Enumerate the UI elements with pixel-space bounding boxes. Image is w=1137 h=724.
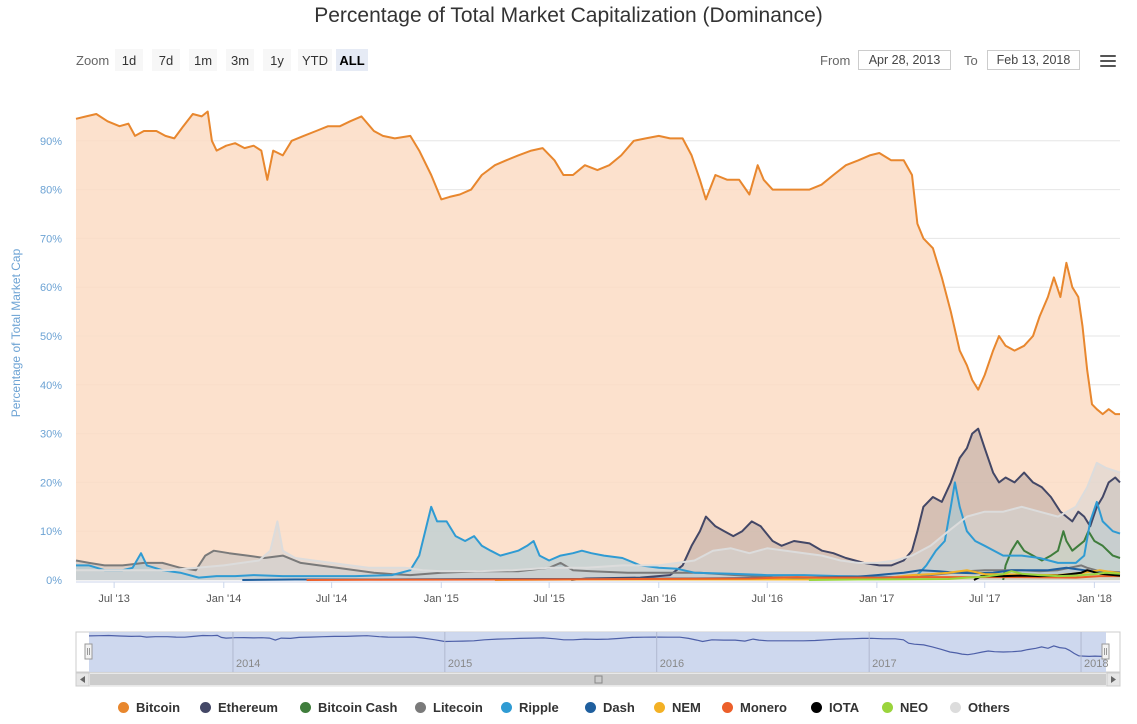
from-label: From: [820, 53, 851, 68]
legend-marker-icon: [585, 702, 596, 713]
line-ripple[interactable]: [76, 481, 1121, 579]
legend-label: Litecoin: [433, 700, 483, 715]
to-date-input[interactable]: [987, 50, 1080, 70]
legend-item-others[interactable]: Others: [950, 700, 1010, 715]
y-tick-label: 10%: [40, 526, 62, 538]
legend-marker-icon: [118, 702, 129, 713]
navigator[interactable]: 2014 2015 2016 2017 2018: [75, 631, 1121, 687]
legend-item-monero[interactable]: Monero: [722, 700, 787, 715]
x-tick-label: Jul '13: [98, 593, 129, 605]
navigator-year-label: 2016: [660, 658, 684, 670]
legend-label: Bitcoin Cash: [318, 700, 398, 715]
x-tick-label: Jan '18: [1077, 593, 1112, 605]
chart-canvas: 0% 10% 20% 30% 40% 50% 60% 70% 80% 90% Jul '13 Jan …: [9, 110, 1121, 687]
legend-label: Ripple: [519, 700, 559, 715]
legend-item-nem[interactable]: NEM: [654, 700, 701, 715]
zoom-ytd-button[interactable]: YTD: [298, 49, 332, 71]
legend-marker-icon: [950, 702, 961, 713]
zoom-3m-button[interactable]: 3m: [226, 49, 254, 71]
legend-marker-icon: [501, 702, 512, 713]
legend-label: Dash: [603, 700, 635, 715]
area-others: [76, 462, 1120, 580]
y-tick-label: 80%: [40, 185, 62, 197]
line-others[interactable]: [76, 461, 1121, 573]
navigator-selection[interactable]: [89, 632, 1106, 672]
y-tick-label: 0%: [46, 575, 62, 587]
legend-marker-icon: [811, 702, 822, 713]
x-tick-label: Jan '14: [206, 593, 241, 605]
navigator-year-label: 2015: [448, 658, 472, 670]
series-lines: [75, 110, 1121, 581]
legend-label: Others: [968, 700, 1010, 715]
y-tick-label: 60%: [40, 282, 62, 294]
x-tick-label: Jul '14: [316, 593, 347, 605]
x-tick-label: Jan '16: [641, 593, 676, 605]
navigator-left-handle[interactable]: [84, 643, 93, 660]
line-bitcoin-cash[interactable]: [1002, 530, 1121, 581]
zoom-all-button[interactable]: ALL: [336, 49, 368, 71]
legend-marker-icon: [300, 702, 311, 713]
x-tick-label: Jan '17: [859, 593, 894, 605]
hamburger-menu-icon[interactable]: [1098, 52, 1118, 70]
navigator-right-handle[interactable]: [1101, 643, 1110, 660]
y-tick-label: 30%: [40, 429, 62, 441]
legend-label: Bitcoin: [136, 700, 181, 715]
legend-marker-icon: [415, 702, 426, 713]
legend-item-ethereum[interactable]: Ethereum: [200, 700, 278, 715]
legend: Bitcoin Ethereum Bitcoin Cash Litecoin Rippl…: [0, 700, 1137, 720]
x-tick-label: Jul '17: [969, 593, 1000, 605]
to-label: To: [964, 53, 978, 68]
arrow-right-icon: [1111, 676, 1116, 683]
scrollbar-thumb[interactable]: [90, 674, 1106, 685]
legend-marker-icon: [722, 702, 733, 713]
legend-label: IOTA: [829, 700, 860, 715]
y-tick-label: 40%: [40, 380, 62, 392]
area-bitcoin: [76, 111, 1120, 580]
chart-title: Percentage of Total Market Capitalizatio…: [314, 4, 823, 27]
navigator-year-label: 2014: [236, 658, 260, 670]
legend-item-iota[interactable]: IOTA: [811, 700, 859, 715]
scrollbar-grip-icon: [594, 675, 603, 684]
navigator-series-line: [88, 634, 1106, 658]
line-monero[interactable]: [306, 575, 1120, 581]
zoom-1m-button[interactable]: 1m: [189, 49, 217, 71]
from-date-input[interactable]: [858, 50, 951, 70]
arrow-left-icon: [80, 676, 85, 683]
y-tick-label: 90%: [40, 136, 62, 148]
y-tick-label: 20%: [40, 477, 62, 489]
legend-item-dash[interactable]: Dash: [585, 700, 635, 715]
legend-item-ripple[interactable]: Ripple: [501, 700, 559, 715]
x-tick-label: Jan '15: [424, 593, 459, 605]
line-neo[interactable]: [808, 570, 1121, 581]
legend-item-bitcoin[interactable]: Bitcoin: [118, 700, 180, 715]
legend-item-neo[interactable]: NEO: [882, 700, 928, 715]
legend-marker-icon: [654, 702, 665, 713]
zoom-1d-button[interactable]: 1d: [115, 49, 143, 71]
x-tick-label: Jul '15: [533, 593, 564, 605]
zoom-label: Zoom: [76, 53, 110, 68]
legend-marker-icon: [882, 702, 893, 713]
y-tick-label: 50%: [40, 331, 62, 343]
axes: 0% 10% 20% 30% 40% 50% 60% 70% 80% 90% Jul '13 Jan …: [40, 136, 1120, 605]
legend-label: Ethereum: [218, 700, 278, 715]
legend-item-litecoin[interactable]: Litecoin: [415, 700, 483, 715]
legend-marker-icon: [200, 702, 211, 713]
navigator-year-label: 2018: [1084, 658, 1108, 670]
series-areas: [76, 111, 1121, 580]
legend-label: NEM: [672, 700, 701, 715]
legend-label: Monero: [740, 700, 787, 715]
legend-label: NEO: [900, 700, 929, 715]
zoom-1y-button[interactable]: 1y: [263, 49, 291, 71]
legend-item-bitcoin-cash[interactable]: Bitcoin Cash: [300, 700, 397, 715]
line-bitcoin[interactable]: [75, 110, 1120, 416]
zoom-7d-button[interactable]: 7d: [152, 49, 180, 71]
navigator-year-label: 2017: [872, 658, 896, 670]
line-ethereum[interactable]: [571, 427, 1121, 581]
x-tick-label: Jul '16: [752, 593, 783, 605]
y-axis-title: Percentage of Total Market Cap: [9, 248, 23, 417]
y-tick-label: 70%: [40, 233, 62, 245]
